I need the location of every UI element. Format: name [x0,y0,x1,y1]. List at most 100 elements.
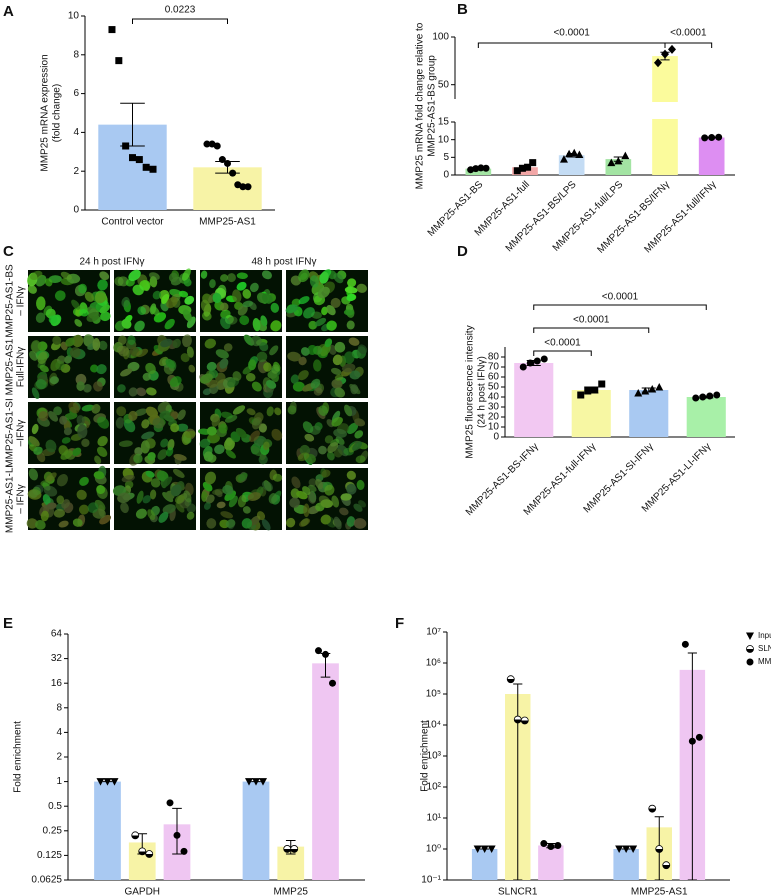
cell [298,296,310,305]
point [129,154,136,162]
cell [271,364,280,374]
row-title: MMP25-AS1 [5,338,16,395]
cell [304,433,315,442]
cell [310,378,321,389]
cell [358,500,366,508]
y-tick-label: 10⁵ [426,689,441,700]
legend-label: MMP25-AS1-rP [758,657,771,666]
cell [116,406,127,417]
cell [99,304,110,314]
cell [340,493,352,501]
legend-label: SLNCR1-rP [758,644,771,653]
cell [218,423,228,434]
y-axis-label: MMP25 mRNA expression [40,54,51,171]
cell [176,423,189,432]
cell [333,428,347,438]
cell [219,358,229,369]
column-title: 24 h post IFNγ [79,257,144,268]
y-tick-label: 32 [51,653,63,664]
cell [72,334,84,348]
cell [232,405,246,415]
p-value: <0.0001 [553,28,590,39]
cell [298,269,310,283]
cell [118,440,133,447]
cell [150,478,161,488]
y-tick-label: 0 [443,170,449,181]
point [213,142,221,150]
cell [330,367,342,375]
cell [204,471,217,485]
y-tick-label: 64 [51,629,63,640]
cell [169,376,182,387]
cell [33,446,43,455]
cell [308,478,317,487]
cell [352,441,363,451]
cell [225,449,236,459]
cell [68,401,80,414]
cell [206,361,217,372]
cell [120,368,133,377]
cell [259,342,269,352]
cell [173,453,187,461]
cell [55,360,65,371]
cell [211,416,221,427]
cell [302,421,314,434]
y-tick-label: 0 [493,432,499,443]
cell [203,451,214,462]
cell [334,387,346,398]
point [547,843,555,851]
y-tick-label: 10² [427,782,442,793]
point [713,391,721,399]
cell [237,305,248,316]
cell [241,518,253,529]
cell [250,335,262,347]
point [328,679,336,687]
row-title: – IFNγ [16,484,27,513]
cell [54,290,66,301]
point [283,845,292,853]
point [131,831,140,840]
cell [200,270,208,279]
point [533,357,541,365]
cell [334,341,346,353]
y-tick-label: 8 [73,49,79,60]
y-axis-label: (24 h post IFNγ) [477,356,488,428]
row-title: Full-IFNγ [16,347,27,388]
cell [248,359,257,371]
cell [263,362,272,372]
point [695,733,703,741]
point [524,163,532,171]
cell [136,348,149,358]
cell [91,404,101,414]
cell [121,318,132,329]
cell [224,438,235,451]
cell [90,364,99,373]
cell [72,447,82,457]
point [166,799,174,807]
panel-letter: D [457,243,468,260]
cell [140,440,150,454]
cell [262,480,273,492]
cell [170,484,182,497]
y-tick-label: 10 [488,422,500,433]
cell [86,311,100,322]
cell [79,309,89,317]
cell [84,291,95,302]
cell [249,282,259,293]
cell [28,468,39,481]
row-title: MMP25-AS1-BS [5,264,16,338]
cell [346,483,357,495]
point [115,57,123,65]
cell [331,416,343,427]
point [655,845,664,853]
p-value: <0.0001 [573,315,610,326]
point [477,164,485,172]
cell [28,436,40,447]
cell [61,437,71,444]
cell [344,286,358,294]
point [570,148,579,157]
column-title: 48 h post IFNγ [251,257,316,268]
cell [96,485,106,495]
cell [324,338,333,348]
